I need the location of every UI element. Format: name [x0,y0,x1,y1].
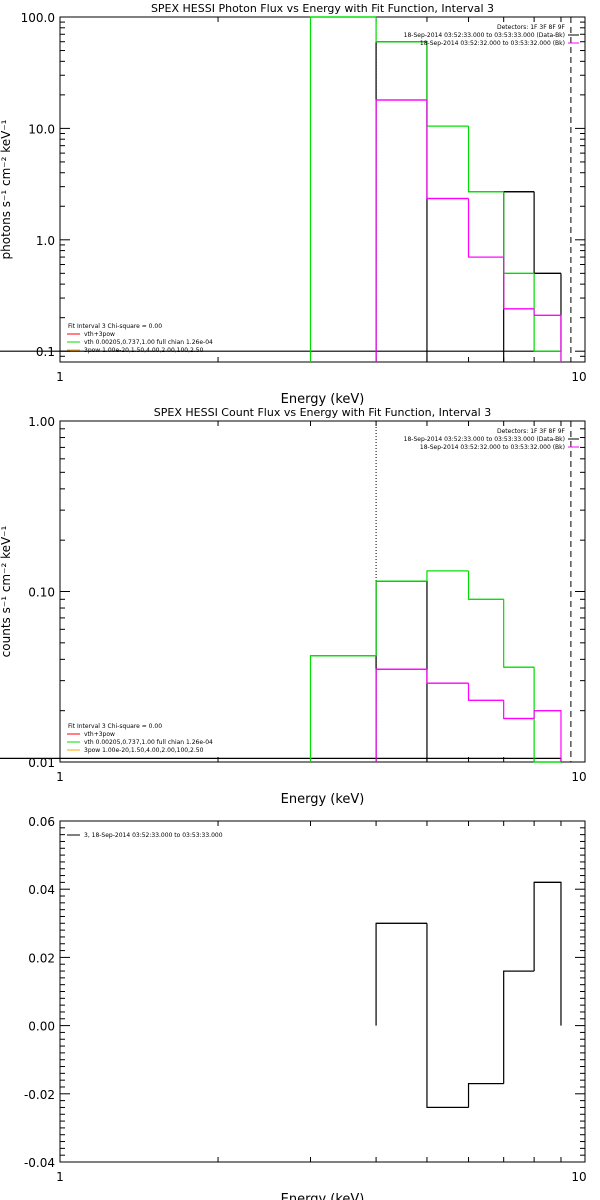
legend-left-entry: vth+3pow [84,331,115,338]
x-tick-label: 10 [571,370,586,384]
y-tick-label: 0.01 [28,756,55,770]
x-tick-label: 10 [571,770,586,784]
y-tick-label: -0.02 [24,1088,55,1102]
legend-left-entry: vth 0.00205,0.737,1.00 full chian 1.26e-… [84,739,213,746]
legend-left-entry: vth 0.00205,0.737,1.00 full chian 1.26e-… [84,339,213,346]
plot-frame-1 [59,16,586,363]
series-line [375,881,562,1109]
series-line [375,99,562,362]
legend-left-entry: vth+3pow [84,731,115,738]
y-tick-label: 0.10 [28,586,55,600]
y-tick-label: 0.06 [28,815,55,829]
series-line [309,570,561,763]
legend-right-entry: 18-Sep-2014 03:52:32.000 to 03:53:32.000… [420,40,565,47]
series-line [375,668,562,762]
plot-frame-2 [59,420,586,763]
series-2-2 [309,570,561,763]
y-tick-label: 10.0 [28,122,55,136]
legend-right-entry: Detectors: 1F 3F 8F 9F [497,24,566,31]
series-line [309,16,562,362]
plot-frame-3 [59,820,586,1163]
x-tick-label: 1 [56,770,64,784]
x-tick-label: 1 [56,1170,64,1184]
series-1-1 [0,41,562,362]
legend-right-entry: Detectors: 1F 3F 8F 9F [497,428,566,435]
y-tick-label: 1.0 [36,234,55,248]
series-3-1 [375,881,562,1109]
y-axis-label-1: photons s⁻¹ cm⁻² keV⁻¹ [0,119,13,259]
x-axis-label-3: Energy (keV) [281,1192,365,1200]
series-2-3 [375,668,562,762]
series-line [375,580,562,762]
y-tick-label: -0.04 [24,1156,55,1170]
legend-left-entry: 3pow 1.00e-20,1.50,4.00,2.00,100,2.50 [84,347,204,354]
legend-left-entry: Fit Interval 3 Chi-square = 0.00 [68,723,162,730]
x-axis-label-2: Energy (keV) [281,792,365,807]
legend-right-entry: 18-Sep-2014 03:52:33.000 to 03:53:33.000… [404,32,565,39]
legend-right-entry: 18-Sep-2014 03:52:33.000 to 03:53:33.000… [404,436,565,443]
chart-title-2: SPEX HESSI Count Flux vs Energy with Fit… [154,406,491,419]
y-axis-label-2: counts s⁻¹ cm⁻² keV⁻¹ [0,525,13,657]
y-tick-label: 100.0 [21,11,55,25]
series-1-3 [375,99,562,362]
y-tick-label: 1.00 [28,415,55,429]
legend-left-entry: 3, 18-Sep-2014 03:52:33.000 to 03:53:33.… [84,832,223,839]
y-tick-label: 0.02 [28,951,55,965]
chart-title-1: SPEX HESSI Photon Flux vs Energy with Fi… [151,2,494,15]
series-1-2 [309,16,562,362]
legend-left-entry: Fit Interval 3 Chi-square = 0.00 [68,323,162,330]
y-tick-label: 0.04 [28,883,55,897]
y-tick-label: 0.00 [28,1020,55,1034]
x-tick-label: 10 [571,1170,586,1184]
legend-right-entry: 18-Sep-2014 03:52:32.000 to 03:53:32.000… [420,444,565,451]
y-tick-label: 0.1 [36,345,55,359]
x-tick-label: 1 [56,370,64,384]
legend-left-entry: 3pow 1.00e-20,1.50,4.00,2.00,100,2.50 [84,747,204,754]
x-axis-label-1: Energy (keV) [281,392,365,407]
